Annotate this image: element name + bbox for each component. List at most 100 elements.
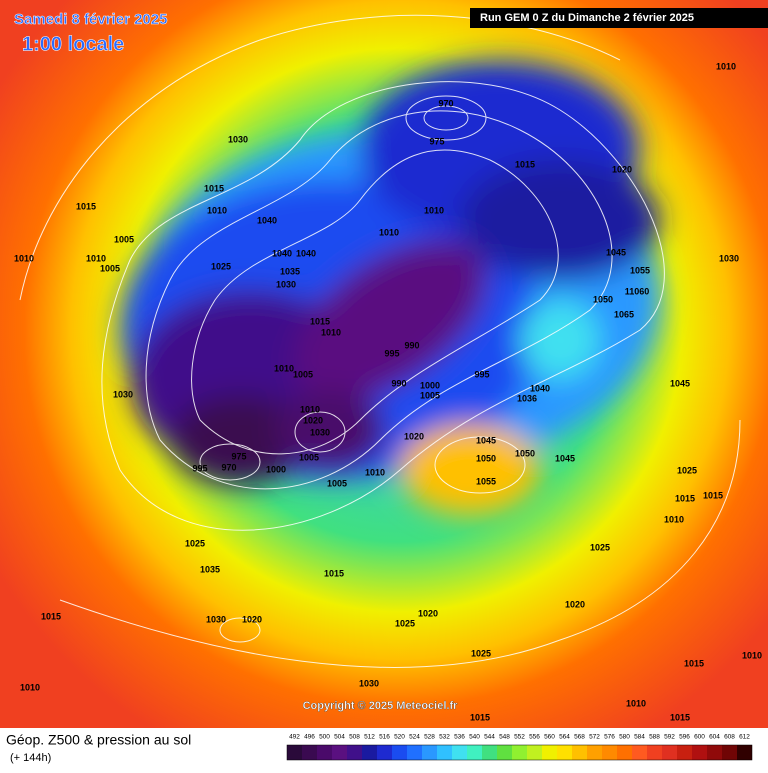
color-scale: 492 496 500 504 508 512 516 520 524 528 532 536 540 5… [286,734,753,761]
scale-swatch [392,745,407,760]
pressure-label: 990 [391,378,406,388]
pressure-label: 1020 [303,415,323,425]
scale-label: 560 [544,734,555,741]
pressure-label: 1015 [76,201,96,211]
scale-label: 508 [349,734,360,741]
pressure-label: 1030 [359,678,379,688]
pressure-label: 975 [231,451,246,461]
pressure-label: 1010 [274,363,294,373]
scale-swatch [602,745,617,760]
scale-swatch [422,745,437,760]
scale-label: 504 [334,734,345,741]
scale-swatch [452,745,467,760]
scale-label: 520 [394,734,405,741]
scale-frame [286,744,753,761]
map-date: Samedi 8 février 2025 [14,11,167,28]
isolines [19,14,741,668]
pressure-label: 1020 [565,599,585,609]
scale-swatch [302,745,317,760]
scale-swatch [647,745,662,760]
pressure-label: 1025 [677,465,697,475]
pressure-label: 1045 [606,247,626,257]
scale-label: 604 [709,734,720,741]
scale-label: 532 [439,734,450,741]
pressure-label: 1030 [719,253,739,263]
scale-swatch [377,745,392,760]
pressure-label: 1010 [379,227,399,237]
pressure-label: 1036 [517,393,537,403]
pressure-label: 1015 [204,183,224,193]
scale-label: 588 [649,734,660,741]
pressure-label: 1025 [395,618,415,628]
pressure-label: 1030 [206,614,226,624]
pressure-label: 970 [221,462,236,472]
pressure-label: 1010 [14,253,34,263]
scale-label: 612 [739,734,750,741]
scale-swatch [437,745,452,760]
scale-swatch [587,745,602,760]
pressure-label: 1015 [684,658,704,668]
pressure-label: 1015 [675,493,695,503]
scale-swatch [467,745,482,760]
footer-title: Géop. Z500 & pression au sol [6,732,191,748]
pressure-label: 1050 [476,453,496,463]
scale-swatch [737,745,752,760]
pressure-label: 1030 [276,279,296,289]
pressure-label: 1035 [200,564,220,574]
footer-lead: (+ 144h) [10,752,51,764]
pressure-label: 1030 [310,427,330,437]
scale-swatch [572,745,587,760]
pressure-label: 1015 [470,712,490,722]
pressure-label: 1025 [590,542,610,552]
pressure-label: 1035 [280,266,300,276]
scale-swatch [707,745,722,760]
height-field [120,60,660,515]
scale-label: 596 [679,734,690,741]
pressure-label: 975 [429,136,444,146]
pressure-label: 1010 [321,327,341,337]
pressure-label: 1015 [310,316,330,326]
scale-swatch [287,745,302,760]
pressure-label: 995 [192,463,207,473]
scale-label: 496 [304,734,315,741]
scale-swatch [542,745,557,760]
pressure-label: 1005 [299,452,319,462]
scale-label: 552 [514,734,525,741]
pressure-label: 1005 [293,369,313,379]
scale-label: 536 [454,734,465,741]
scale-label: 512 [364,734,375,741]
pressure-label: 1010 [742,650,762,660]
scale-label: 528 [424,734,435,741]
pressure-label: 1055 [630,265,650,275]
pressure-label: 1010 [207,205,227,215]
pressure-label: 1015 [670,712,690,722]
scale-label: 572 [589,734,600,741]
pressure-label: 1005 [100,263,120,273]
pressure-label: 1030 [228,134,248,144]
pressure-label: 1020 [404,431,424,441]
pressure-label: 1025 [185,538,205,548]
map-time: 1:00 locale [22,33,124,55]
pressure-label: 1005 [420,390,440,400]
pressure-label: 995 [384,348,399,358]
scale-swatch [692,745,707,760]
pressure-label: 1005 [327,478,347,488]
scale-swatch [662,745,677,760]
scale-swatch [527,745,542,760]
scale-swatch [482,745,497,760]
run-label: Run GEM 0 Z du Dimanche 2 février 2025 [480,12,694,24]
pressure-label: 1040 [530,383,550,393]
pressure-label: 1010 [300,404,320,414]
scale-label: 600 [694,734,705,741]
scale-swatch [497,745,512,760]
pressure-label: 1010 [424,205,444,215]
scale-label: 540 [469,734,480,741]
scale-label: 524 [409,734,420,741]
scale-label: 516 [379,734,390,741]
pressure-label: 1020 [418,608,438,618]
scale-swatch [617,745,632,760]
scale-label: 500 [319,734,330,741]
